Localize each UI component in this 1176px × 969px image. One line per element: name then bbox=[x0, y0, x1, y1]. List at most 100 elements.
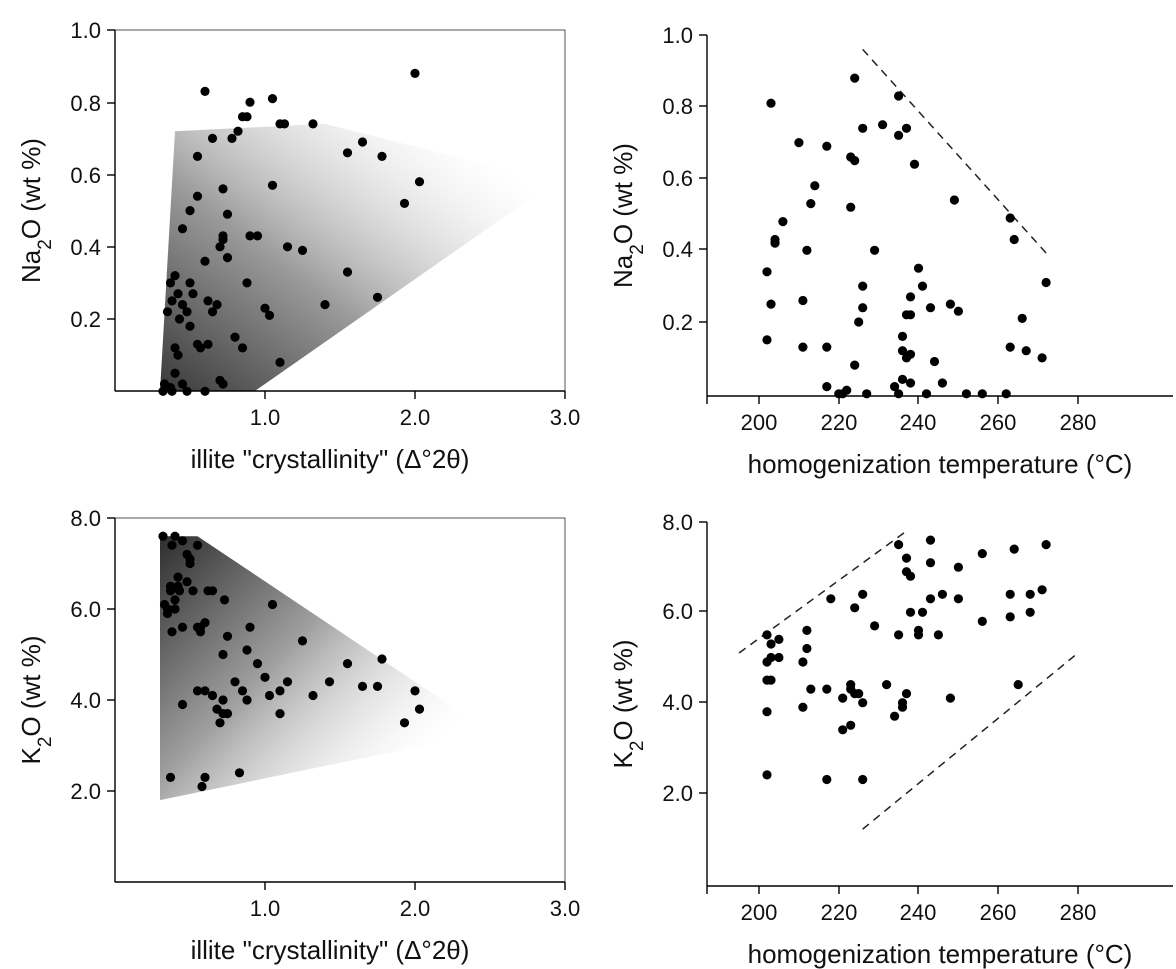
data-point bbox=[200, 772, 210, 783]
data-point bbox=[275, 686, 285, 696]
data-point bbox=[230, 677, 240, 687]
x-tick-label: 2.0 bbox=[400, 896, 431, 921]
data-point bbox=[794, 138, 804, 148]
data-point bbox=[218, 695, 228, 705]
x-tick-label: 260 bbox=[980, 410, 1017, 435]
data-point bbox=[905, 310, 916, 320]
data-point bbox=[858, 123, 868, 133]
data-point bbox=[377, 654, 387, 664]
data-point bbox=[1041, 277, 1051, 288]
x-tick-label: 260 bbox=[980, 900, 1017, 925]
data-point bbox=[905, 607, 916, 617]
data-point bbox=[237, 343, 248, 353]
x-tick-label: 240 bbox=[900, 410, 937, 435]
data-point bbox=[1013, 680, 1023, 690]
y-tick-label: 4.0 bbox=[662, 690, 693, 715]
data-point bbox=[905, 571, 916, 581]
data-point bbox=[188, 289, 198, 299]
data-point bbox=[897, 331, 908, 341]
data-point bbox=[188, 586, 198, 596]
data-point bbox=[901, 553, 912, 563]
data-point bbox=[850, 360, 860, 370]
data-point bbox=[897, 702, 908, 712]
data-point bbox=[233, 126, 243, 136]
data-point bbox=[267, 94, 278, 104]
data-point bbox=[207, 307, 218, 317]
data-point bbox=[177, 379, 188, 389]
data-point bbox=[858, 303, 868, 313]
data-point bbox=[925, 558, 936, 568]
data-point bbox=[174, 586, 185, 596]
data-point bbox=[212, 300, 222, 310]
data-point bbox=[802, 625, 812, 636]
data-point bbox=[222, 253, 233, 263]
shaded-field bbox=[160, 123, 555, 392]
data-point bbox=[167, 296, 177, 306]
x-axis-title: homogenization temperature (°C) bbox=[748, 449, 1133, 479]
data-point bbox=[167, 386, 177, 396]
data-point bbox=[937, 589, 948, 599]
x-tick-label: 240 bbox=[900, 900, 937, 925]
data-point bbox=[219, 595, 230, 605]
data-point bbox=[925, 535, 936, 545]
y-tick-label: 6.0 bbox=[662, 599, 693, 624]
data-point bbox=[182, 307, 192, 317]
data-point bbox=[218, 234, 228, 245]
data-point bbox=[182, 386, 192, 396]
data-point bbox=[921, 389, 932, 399]
data-point bbox=[917, 281, 928, 291]
data-point bbox=[377, 151, 387, 161]
x-tick-label: 200 bbox=[741, 900, 778, 925]
data-point bbox=[410, 68, 420, 78]
data-point bbox=[222, 209, 233, 219]
data-point bbox=[173, 350, 183, 360]
data-point bbox=[177, 699, 188, 710]
data-point bbox=[170, 531, 180, 541]
x-axis-title: illite "crystallinity" (Δ°2θ) bbox=[191, 444, 470, 474]
x-tick-label: 220 bbox=[821, 900, 858, 925]
data-point bbox=[894, 91, 904, 101]
data-point bbox=[182, 577, 192, 587]
data-point bbox=[802, 643, 812, 654]
na2o-vs-temperature-panel: 200 220 240 260 280 0.2 0.4 0.6 0.8 1.0 homogeniza… bbox=[608, 23, 1173, 479]
data-point bbox=[806, 684, 816, 694]
data-point bbox=[297, 636, 308, 646]
data-point bbox=[267, 599, 278, 610]
data-point bbox=[905, 349, 916, 359]
data-point bbox=[1025, 589, 1035, 599]
data-point bbox=[953, 594, 964, 604]
data-point bbox=[162, 608, 173, 619]
data-point bbox=[195, 343, 206, 353]
data-point bbox=[372, 292, 383, 302]
data-point bbox=[297, 245, 308, 255]
y-tick-label: 0.8 bbox=[70, 91, 101, 116]
y-tick-label: 2.0 bbox=[70, 779, 101, 804]
data-point bbox=[802, 245, 812, 255]
data-point bbox=[810, 181, 820, 191]
na2o-vs-crystallinity-panel: 1.0 2.0 3.0 0.2 0.4 0.6 0.8 1.0 illite "crystall… bbox=[16, 18, 580, 474]
data-point bbox=[234, 768, 245, 778]
data-point bbox=[207, 586, 218, 596]
data-point bbox=[275, 357, 285, 367]
data-point bbox=[170, 368, 180, 378]
data-point bbox=[1005, 342, 1015, 352]
data-point bbox=[929, 356, 940, 367]
data-point bbox=[252, 659, 263, 669]
y-tick-label: 1.0 bbox=[70, 18, 101, 43]
data-point bbox=[897, 374, 908, 384]
data-point bbox=[1005, 589, 1015, 599]
data-point bbox=[905, 378, 916, 388]
data-point bbox=[901, 689, 912, 699]
y-tick-label: 4.0 bbox=[70, 688, 101, 713]
data-point bbox=[846, 720, 856, 730]
data-point bbox=[1009, 544, 1019, 554]
data-point bbox=[192, 540, 203, 550]
data-point bbox=[854, 317, 864, 327]
data-point bbox=[260, 303, 270, 313]
data-point bbox=[778, 217, 788, 227]
data-point bbox=[977, 616, 987, 627]
dashed-trend-line bbox=[862, 652, 1079, 830]
data-point bbox=[230, 332, 240, 342]
data-point bbox=[242, 112, 252, 122]
data-point bbox=[200, 386, 210, 396]
